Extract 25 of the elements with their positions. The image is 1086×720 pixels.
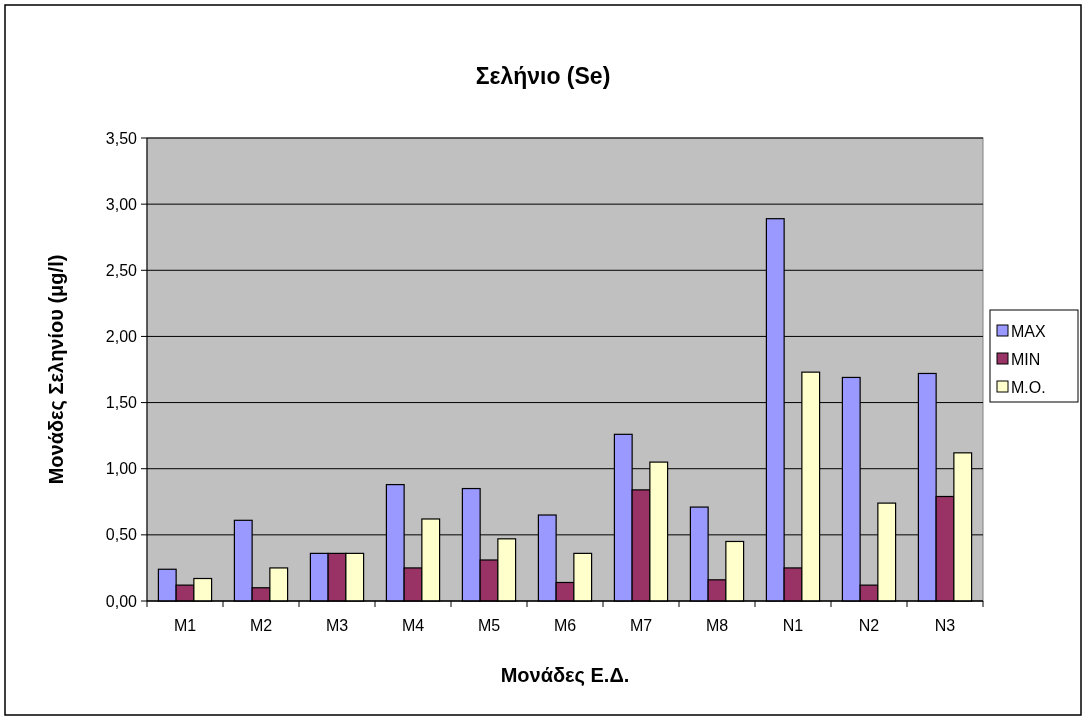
x-tick-label: M5 bbox=[477, 617, 501, 634]
y-tick-label: 2,00 bbox=[105, 328, 138, 346]
x-tick-label: N2 bbox=[858, 617, 880, 634]
y-tick-label: 3,50 bbox=[105, 129, 138, 147]
legend-label: MAX bbox=[1011, 322, 1046, 340]
y-tick-label: 0,50 bbox=[105, 526, 138, 544]
x-tick-label: M4 bbox=[401, 617, 425, 634]
x-tick-label: M8 bbox=[705, 617, 729, 634]
x-tick-label: M6 bbox=[553, 617, 577, 634]
x-tick-label: M7 bbox=[629, 617, 653, 634]
y-tick-label: 3,00 bbox=[105, 195, 138, 213]
x-tick-label: N3 bbox=[934, 617, 956, 634]
x-tick-label: M1 bbox=[173, 617, 197, 634]
y-tick-label: 2,50 bbox=[105, 261, 138, 279]
x-tick-label: M2 bbox=[249, 617, 273, 634]
x-tick-label: N1 bbox=[782, 617, 804, 634]
x-tick-label: M3 bbox=[325, 617, 349, 634]
y-tick-label: 0,00 bbox=[105, 592, 138, 610]
chart-title: Σελήνιο (Se) bbox=[475, 63, 611, 89]
y-tick-label: 1,00 bbox=[105, 460, 138, 478]
legend-label: MIN bbox=[1011, 350, 1041, 368]
y-axis-title: Μονάδες Σεληνίου (μg/l) bbox=[45, 254, 67, 485]
x-axis-title: Μονάδες Ε.Δ. bbox=[500, 664, 630, 686]
legend-label: M.O. bbox=[1011, 378, 1046, 396]
y-tick-label: 1,50 bbox=[105, 394, 138, 412]
